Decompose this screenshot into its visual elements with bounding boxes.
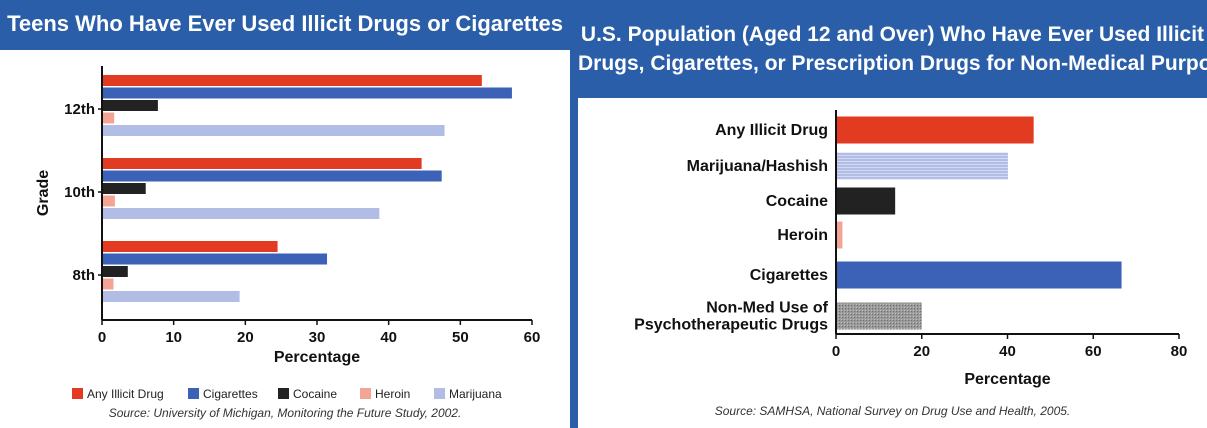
bar-10th-cigarettes bbox=[102, 170, 442, 182]
y-axis-title: Grade bbox=[35, 170, 52, 216]
category-label: Cigarettes bbox=[750, 267, 828, 284]
category-label: Non-Med Use of bbox=[706, 300, 828, 317]
bar-8th-cocaine bbox=[102, 266, 128, 277]
bar-12th-cocaine bbox=[102, 100, 158, 111]
x-axis-title: Percentage bbox=[274, 349, 360, 366]
legend-label: Any Illicit Drug bbox=[87, 387, 164, 401]
bar-non-med-use-of bbox=[837, 302, 922, 330]
x-tick-label: 60 bbox=[1085, 343, 1102, 360]
legend-label: Cigarettes bbox=[203, 387, 258, 401]
bar-12th-cigarettes bbox=[102, 87, 512, 99]
x-tick-label: 30 bbox=[309, 329, 326, 346]
teen-chart-panel: Teens Who Have Ever Used Illicit Drugs o… bbox=[0, 0, 570, 428]
y-tick-label: 12th bbox=[64, 101, 95, 118]
bar-marijuana-hashish bbox=[837, 152, 1008, 180]
bar-cocaine bbox=[837, 187, 896, 215]
x-tick-label: 20 bbox=[913, 343, 930, 360]
teen-chart-title: Teens Who Have Ever Used Illicit Drugs o… bbox=[0, 0, 570, 48]
x-tick-label: 40 bbox=[380, 329, 397, 346]
population-title-line-2: Drugs, Cigarettes, or Prescription Drugs… bbox=[578, 52, 1207, 75]
legend-label: Cocaine bbox=[293, 387, 337, 401]
x-tick-label: 10 bbox=[165, 329, 182, 346]
bar-12th-any-illicit-drug bbox=[102, 75, 482, 86]
bar-8th-cigarettes bbox=[102, 253, 328, 265]
category-label: Marijuana/Hashish bbox=[687, 158, 828, 175]
legend-label: Heroin bbox=[375, 387, 410, 401]
x-axis-title: Percentage bbox=[964, 371, 1050, 388]
bar-heroin bbox=[837, 221, 843, 249]
population-chart-title: U.S. Population (Aged 12 and Over) Who H… bbox=[578, 0, 1207, 98]
bar-cigarettes bbox=[837, 261, 1122, 289]
legend-swatch bbox=[360, 388, 371, 399]
legend-label: Marijuana bbox=[449, 387, 502, 401]
population-chart-source: Source: SAMHSA, National Survey on Drug … bbox=[714, 404, 1071, 418]
teen-chart-source: Source: University of Michigan, Monitori… bbox=[108, 406, 462, 420]
category-label: Psychotherapeutic Drugs bbox=[634, 317, 828, 334]
y-tick-label: 8th bbox=[73, 267, 96, 284]
category-label: Cocaine bbox=[766, 193, 828, 210]
population-usage-chart: Any Illicit Drug Marijuana/Hashish Cocaine… bbox=[634, 110, 1188, 388]
x-tick-label: 0 bbox=[832, 343, 840, 360]
legend-swatch bbox=[278, 388, 289, 399]
panel-divider bbox=[570, 0, 578, 428]
bar-10th-any-illicit-drug bbox=[102, 158, 422, 169]
population-title-line-1: U.S. Population (Aged 12 and Over) Who H… bbox=[580, 23, 1205, 46]
x-tick-label: 20 bbox=[237, 329, 254, 346]
legend-swatch bbox=[188, 388, 199, 399]
y-tick-label: 10th bbox=[64, 184, 95, 201]
teen-title-underline bbox=[0, 48, 570, 50]
bar-8th-marijuana bbox=[102, 291, 240, 302]
x-tick-label: 50 bbox=[452, 329, 469, 346]
x-tick-label: 80 bbox=[1171, 343, 1188, 360]
bar-8th-any-illicit-drug bbox=[102, 241, 278, 252]
bar-10th-marijuana bbox=[102, 208, 380, 219]
teen-usage-chart: 12th 10th 8th 0 10 20 30 40 50 60 Percentage Grade A… bbox=[35, 66, 541, 401]
bar-8th-heroin bbox=[102, 278, 114, 290]
bar-12th-marijuana bbox=[102, 125, 445, 136]
category-label: Heroin bbox=[777, 227, 828, 244]
legend-swatch bbox=[72, 388, 83, 399]
bar-10th-cocaine bbox=[102, 183, 146, 194]
x-tick-label: 60 bbox=[524, 329, 541, 346]
category-label: Any Illicit Drug bbox=[715, 122, 828, 139]
bar-any-illicit-drug bbox=[837, 116, 1034, 144]
x-tick-label: 40 bbox=[999, 343, 1016, 360]
population-chart-panel: U.S. Population (Aged 12 and Over) Who H… bbox=[578, 0, 1207, 428]
bar-10th-heroin bbox=[102, 195, 115, 207]
x-tick-label: 0 bbox=[98, 329, 106, 346]
bar-12th-heroin bbox=[102, 112, 115, 124]
legend-swatch bbox=[434, 388, 445, 399]
